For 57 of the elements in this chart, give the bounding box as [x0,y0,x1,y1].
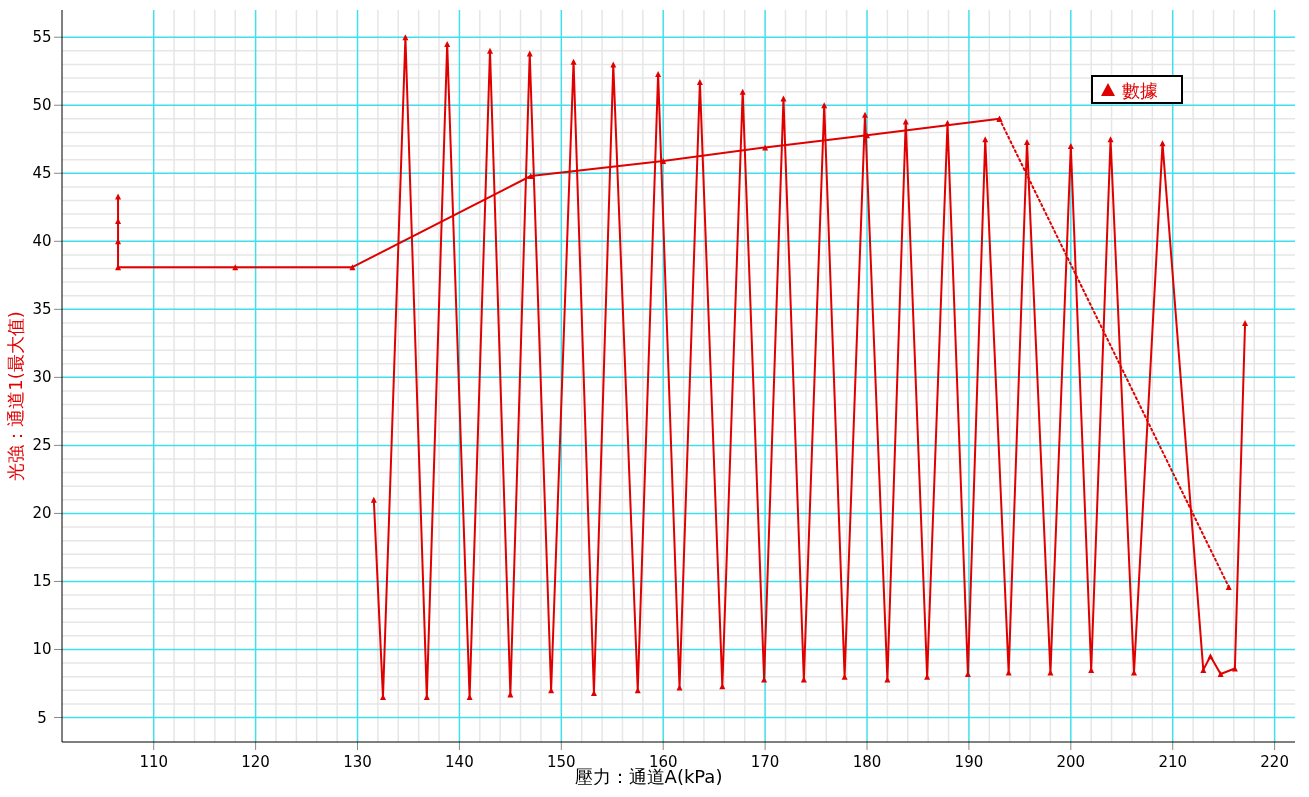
x-tick-label: 220 [1260,753,1289,771]
point [115,264,122,271]
point [570,58,577,65]
legend-label: 數據 [1122,80,1158,101]
x-tick-label: 120 [241,753,270,771]
point [527,172,534,179]
x-tick-label: 150 [546,753,576,771]
point [526,50,533,57]
point [1005,669,1012,676]
y-tick-label: 10 [32,640,52,659]
point [349,264,356,271]
point [739,88,746,95]
point [1217,670,1224,677]
y-tick-label: 45 [32,164,52,183]
point [1159,140,1166,147]
point [1242,319,1249,326]
y-tick-label: 15 [32,572,52,591]
y-tick-label: 25 [32,436,52,455]
point [655,70,662,77]
point [115,193,122,200]
y-tick-label: 20 [32,504,52,523]
point [590,690,597,697]
point [402,34,409,41]
x-axis-title: 壓力：通道A(kPa) [574,766,723,787]
point [1067,143,1074,150]
point [423,694,430,701]
y-tick-label: 55 [32,28,52,47]
x-tick-label: 140 [445,753,474,771]
point [861,111,868,118]
y-tick-label: 50 [32,96,52,115]
point [1231,665,1238,672]
point [696,79,703,86]
x-tick-label: 200 [1056,753,1086,771]
point [902,118,909,125]
y-tick-label: 5 [37,708,47,727]
point [676,684,683,691]
point [1107,136,1114,143]
point [486,47,493,54]
point [444,41,451,48]
y-axis-title: 光強：通道1(最大值) [5,311,26,481]
point [370,496,377,503]
point [1024,138,1030,145]
x-tick-label: 190 [954,753,984,771]
legend: 數據 [1091,75,1183,104]
x-tick-label: 210 [1158,753,1188,771]
x-tick-label: 130 [343,753,372,771]
y-tick-label: 30 [32,368,52,387]
point [660,158,667,165]
x-tick-label: 110 [139,753,169,771]
y-tick-label: 40 [32,232,52,251]
y-tick-label: 35 [32,300,52,319]
point [1207,653,1214,660]
point [1047,669,1054,676]
point [466,694,473,701]
x-tick-label: 170 [750,753,780,771]
x-tick-label: 180 [852,753,882,771]
point [115,238,122,245]
